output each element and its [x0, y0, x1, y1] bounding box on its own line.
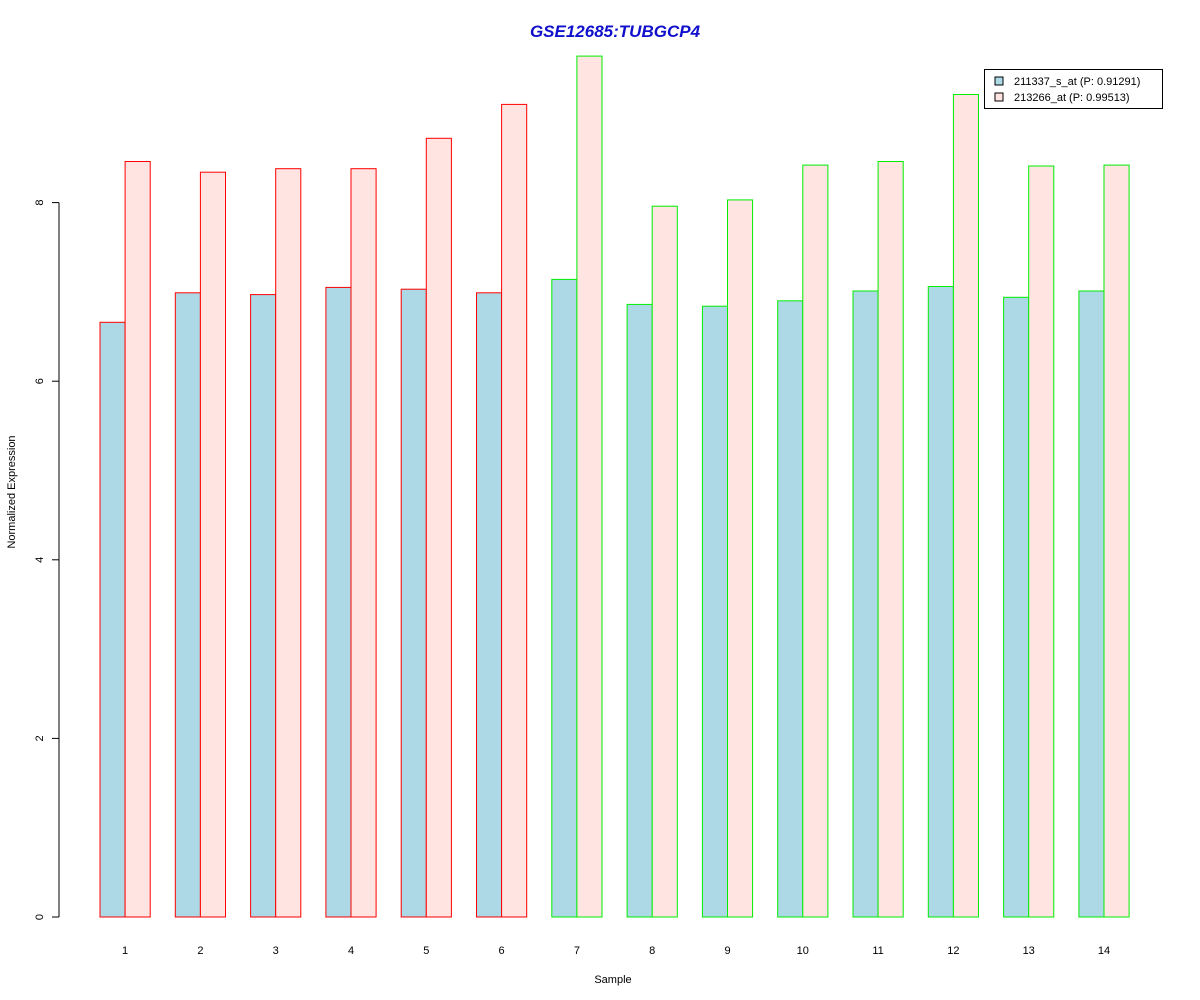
bar-sample-14-series-1: [1078, 290, 1105, 918]
bar-sample-3-series-2: [275, 168, 302, 918]
legend: 211337_s_at (P: 0.91291) 213266_at (P: 0.…: [984, 69, 1163, 109]
bar-sample-7-series-2: [576, 55, 603, 918]
bar-sample-6-series-2: [501, 103, 528, 918]
x-tick-label: 5: [423, 945, 429, 957]
x-tick-label: 2: [197, 945, 203, 957]
y-tick-label: 8: [34, 200, 46, 206]
bar-sample-10-series-1: [777, 300, 804, 918]
x-tick-label: 8: [649, 945, 655, 957]
bar-sample-12-series-1: [927, 286, 954, 918]
y-tick-label: 6: [34, 378, 46, 384]
bar-sample-8-series-2: [651, 205, 678, 918]
x-tick-label: 7: [574, 945, 580, 957]
bar-sample-7-series-1: [551, 278, 578, 918]
bar-sample-13-series-1: [1003, 296, 1030, 918]
bar-sample-4-series-2: [350, 168, 377, 918]
x-tick-label: 1: [122, 945, 128, 957]
y-axis: 0 2 4 6 8: [34, 200, 60, 920]
bar-sample-9-series-1: [701, 305, 729, 918]
legend-label: 213266_at (P: 0.99513): [1014, 92, 1130, 104]
x-axis: 1 2 3 4 5 6 7 8 9 10 11 12 13 14: [122, 945, 1110, 957]
x-tick-label: 4: [348, 945, 354, 957]
bar-sample-4-series-1: [325, 286, 352, 918]
y-tick-label: 2: [34, 735, 46, 741]
bar-sample-11-series-2: [877, 161, 904, 918]
x-tick-label: 3: [273, 945, 279, 957]
bar-sample-6-series-1: [476, 292, 503, 918]
bar-sample-2-series-2: [199, 171, 226, 918]
x-tick-label: 6: [499, 945, 505, 957]
bar-sample-3-series-1: [250, 294, 277, 918]
legend-swatch: [994, 76, 1004, 86]
y-tick-label: 0: [34, 914, 46, 920]
bar-sample-11-series-1: [852, 290, 879, 918]
x-tick-label: 13: [1023, 945, 1035, 957]
bars-group: [99, 55, 1130, 918]
bar-sample-12-series-2: [952, 94, 980, 918]
bar-sample-1-series-2: [124, 161, 151, 918]
x-tick-label: 14: [1098, 945, 1110, 957]
bar-sample-13-series-2: [1028, 165, 1055, 918]
bar-sample-8-series-1: [626, 303, 653, 918]
bar-sample-10-series-2: [802, 164, 829, 918]
bar-sample-14-series-2: [1103, 164, 1130, 918]
legend-swatch: [994, 92, 1004, 102]
bar-sample-2-series-1: [174, 292, 201, 918]
bar-sample-5-series-2: [425, 137, 452, 918]
y-tick-label: 4: [34, 557, 46, 563]
bar-sample-9-series-2: [727, 199, 754, 918]
x-tick-label: 11: [872, 945, 883, 957]
legend-label: 211337_s_at (P: 0.91291): [1014, 76, 1140, 88]
x-tick-label: 12: [947, 945, 959, 957]
y-axis-label: Normalized Expression: [6, 435, 18, 548]
bar-sample-5-series-1: [400, 288, 427, 918]
x-axis-label: Sample: [594, 974, 631, 986]
x-tick-label: 9: [724, 945, 730, 957]
chart-title: GSE12685:TUBGCP4: [530, 22, 701, 41]
legend-box: [984, 69, 1163, 109]
x-tick-label: 10: [797, 945, 809, 957]
bar-sample-1-series-1: [99, 321, 126, 918]
